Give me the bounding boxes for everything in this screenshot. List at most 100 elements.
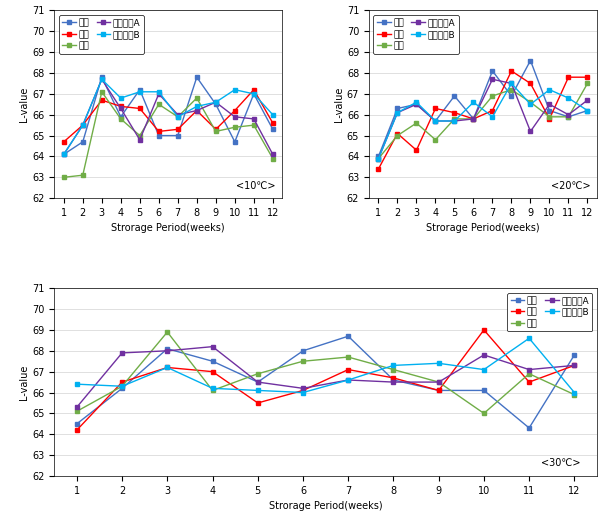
혼합가스A	[565, 111, 572, 118]
혼합가스B	[394, 109, 401, 116]
대기	[174, 132, 182, 139]
Line: 혼합가스A: 혼합가스A	[376, 77, 590, 161]
대기	[254, 379, 261, 385]
Line: 대기: 대기	[75, 334, 576, 430]
혼합가스B	[375, 155, 382, 162]
혼합가스A	[117, 105, 124, 111]
혼합가스B	[508, 81, 515, 87]
Line: 혼합가스B: 혼합가스B	[75, 336, 576, 394]
혼합가스B	[571, 390, 578, 396]
Line: 혼합가스A: 혼합가스A	[75, 345, 576, 409]
혼합가스B	[527, 101, 534, 107]
혼합가스A	[526, 367, 533, 373]
진공	[546, 116, 553, 122]
혼합가스B	[344, 377, 352, 383]
대기	[470, 116, 477, 122]
혼합가스B	[164, 365, 171, 371]
대기	[231, 139, 238, 145]
Line: 진공: 진공	[75, 328, 576, 432]
혼합가스B	[480, 367, 487, 373]
혼합가스A	[212, 99, 219, 105]
질소	[118, 383, 126, 390]
X-axis label: Strorage Period(weeks): Strorage Period(weeks)	[426, 223, 540, 233]
혼합가스B	[193, 103, 200, 109]
진공	[118, 379, 126, 385]
진공	[164, 365, 171, 371]
진공	[269, 120, 276, 126]
진공	[209, 369, 216, 375]
Line: 진공: 진공	[376, 69, 590, 171]
질소	[546, 113, 553, 120]
진공	[526, 379, 533, 385]
진공	[435, 388, 443, 394]
진공	[231, 107, 238, 113]
대기	[390, 377, 397, 383]
대기	[527, 58, 534, 64]
진공	[527, 81, 534, 87]
Text: <20℃>: <20℃>	[551, 180, 590, 191]
질소	[571, 391, 578, 397]
혼합가스A	[489, 76, 496, 83]
진공	[74, 427, 81, 433]
혼합가스B	[413, 99, 420, 105]
혼합가스A	[375, 155, 382, 162]
진공	[98, 97, 106, 103]
Y-axis label: L-value: L-value	[334, 87, 344, 122]
진공	[299, 388, 306, 394]
혼합가스B	[174, 113, 182, 120]
대기	[375, 153, 382, 160]
혼합가스B	[546, 87, 553, 93]
혼합가스A	[269, 151, 276, 157]
대기	[526, 425, 533, 431]
진공	[193, 107, 200, 113]
혼합가스A	[174, 111, 182, 118]
혼합가스A	[571, 362, 578, 369]
질소	[435, 379, 443, 385]
질소	[193, 95, 200, 101]
Line: 혼합가스B: 혼합가스B	[376, 82, 590, 161]
혼합가스B	[136, 89, 144, 95]
Line: 대기: 대기	[376, 59, 590, 158]
혼합가스A	[527, 128, 534, 134]
Line: 대기: 대기	[62, 75, 275, 156]
질소	[565, 113, 572, 120]
혼합가스B	[79, 122, 86, 128]
혼합가스A	[432, 118, 439, 124]
대기	[435, 388, 443, 394]
질소	[212, 128, 219, 134]
혼합가스B	[470, 99, 477, 105]
진공	[489, 107, 496, 113]
질소	[470, 116, 477, 122]
진공	[432, 105, 439, 111]
혼합가스A	[98, 76, 106, 83]
질소	[489, 93, 496, 99]
진공	[375, 166, 382, 172]
진공	[174, 126, 182, 132]
혼합가스B	[489, 113, 496, 120]
대기	[209, 358, 216, 365]
혼합가스A	[413, 101, 420, 107]
진공	[413, 147, 420, 153]
대기	[451, 93, 458, 99]
질소	[98, 89, 106, 95]
대기	[489, 68, 496, 74]
Y-axis label: L-value: L-value	[19, 365, 30, 400]
혼합가스B	[250, 90, 257, 97]
질소	[526, 371, 533, 377]
질소	[375, 155, 382, 162]
질소	[299, 358, 306, 365]
질소	[508, 87, 515, 93]
진공	[508, 68, 515, 74]
대기	[212, 101, 219, 107]
혼합가스B	[584, 107, 591, 113]
X-axis label: Strorage Period(weeks): Strorage Period(weeks)	[112, 223, 225, 233]
질소	[527, 99, 534, 105]
Legend: 대기, 진공, 질소, 혼합가스A, 혼합가스B: 대기, 진공, 질소, 혼합가스A, 혼합가스B	[373, 15, 459, 54]
대기	[565, 113, 572, 120]
대기	[413, 101, 420, 107]
혼합가스A	[344, 377, 352, 383]
진공	[584, 74, 591, 81]
대기	[193, 74, 200, 81]
진공	[79, 122, 86, 128]
질소	[79, 172, 86, 178]
